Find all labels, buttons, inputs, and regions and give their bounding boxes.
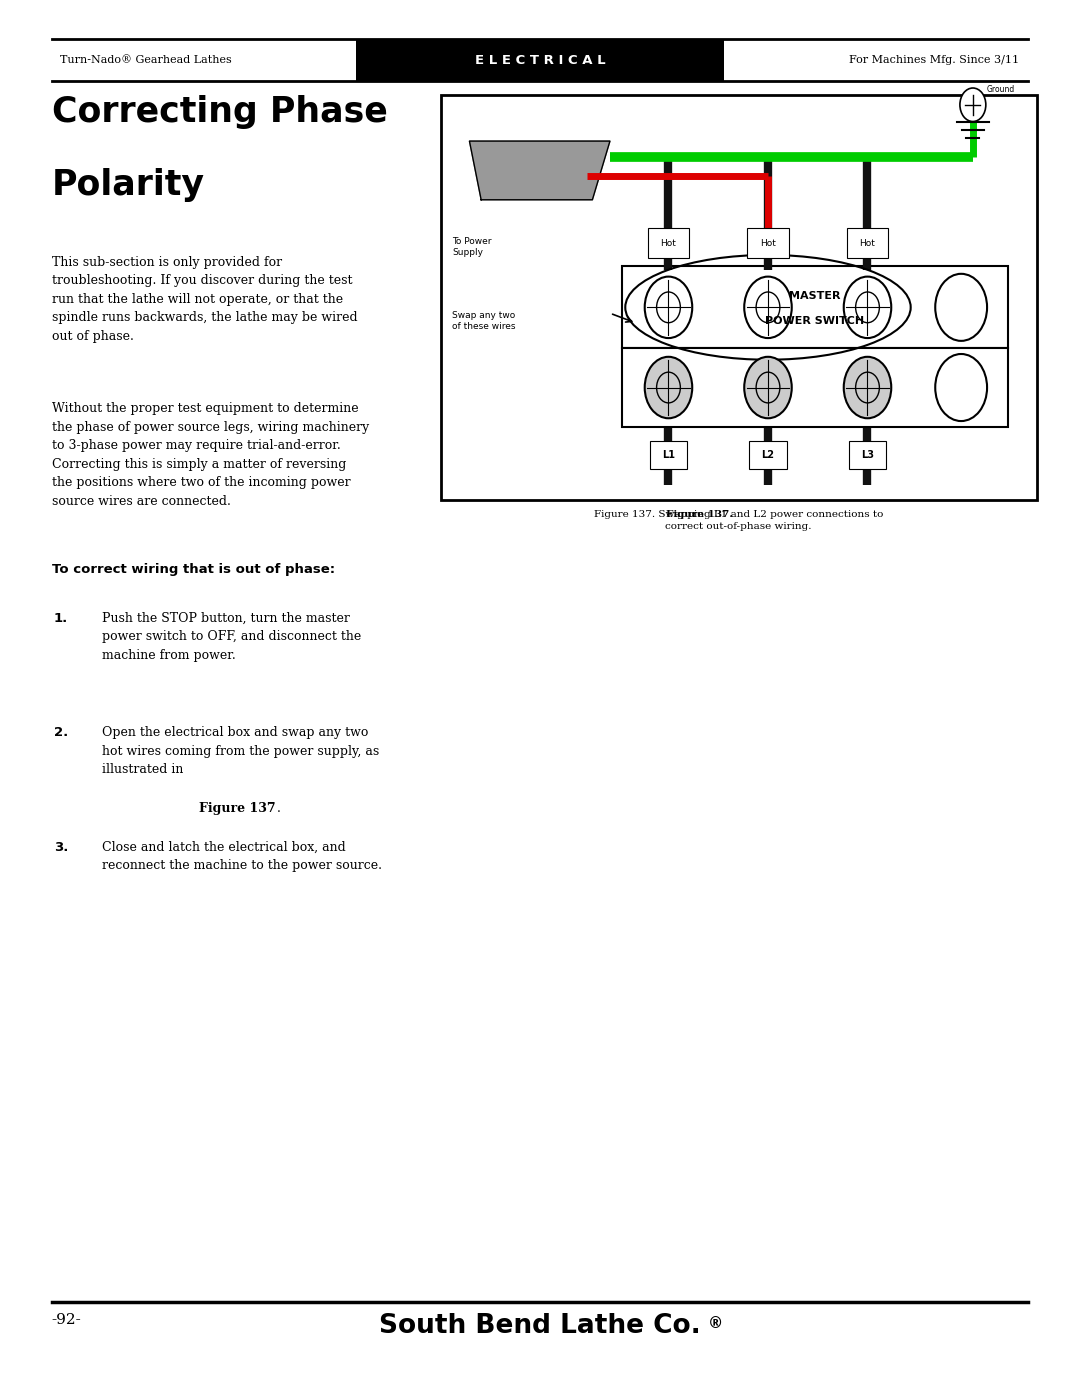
Text: 3.: 3. <box>54 841 68 854</box>
FancyBboxPatch shape <box>649 440 687 468</box>
FancyBboxPatch shape <box>622 267 1008 348</box>
Text: Hot: Hot <box>760 239 775 247</box>
Text: MASTER: MASTER <box>789 291 840 302</box>
Circle shape <box>960 88 986 122</box>
Text: Polarity: Polarity <box>52 168 205 201</box>
Text: ®: ® <box>707 1316 723 1331</box>
Text: L1: L1 <box>662 450 675 460</box>
Text: Figure 137. Swapping L1 and L2 power connections to
correct out-of-phase wiring.: Figure 137. Swapping L1 and L2 power con… <box>594 510 883 531</box>
Text: Hot: Hot <box>860 239 876 247</box>
Circle shape <box>935 353 987 420</box>
Text: .: . <box>276 802 281 816</box>
Text: -92-: -92- <box>52 1313 82 1327</box>
Text: To correct wiring that is out of phase:: To correct wiring that is out of phase: <box>52 563 335 576</box>
Text: Correcting Phase: Correcting Phase <box>52 95 388 129</box>
Text: Push the STOP button, turn the master
power switch to OFF, and disconnect the
ma: Push the STOP button, turn the master po… <box>102 612 361 662</box>
Text: 2.: 2. <box>54 726 68 739</box>
FancyBboxPatch shape <box>750 440 787 468</box>
Text: For Machines Mfg. Since 3/11: For Machines Mfg. Since 3/11 <box>849 54 1020 66</box>
Text: E L E C T R I C A L: E L E C T R I C A L <box>475 53 605 67</box>
Text: This sub-section is only provided for
troubleshooting. If you discover during th: This sub-section is only provided for tr… <box>52 256 357 342</box>
Text: South Bend Lathe Co.: South Bend Lathe Co. <box>379 1313 701 1340</box>
FancyBboxPatch shape <box>747 228 788 258</box>
Circle shape <box>657 372 680 402</box>
FancyBboxPatch shape <box>356 39 724 81</box>
Circle shape <box>855 372 879 402</box>
Circle shape <box>843 356 891 418</box>
Text: Close and latch the electrical box, and
reconnect the machine to the power sourc: Close and latch the electrical box, and … <box>102 841 381 873</box>
Circle shape <box>843 277 891 338</box>
Text: To Power
Supply: To Power Supply <box>451 236 491 257</box>
Text: L2: L2 <box>761 450 774 460</box>
Circle shape <box>645 356 692 418</box>
Circle shape <box>744 356 792 418</box>
Circle shape <box>855 292 879 323</box>
Text: Without the proper test equipment to determine
the phase of power source legs, w: Without the proper test equipment to det… <box>52 402 369 509</box>
Circle shape <box>935 274 987 341</box>
FancyBboxPatch shape <box>849 440 887 468</box>
FancyBboxPatch shape <box>648 228 689 258</box>
Text: 1.: 1. <box>54 612 68 624</box>
FancyBboxPatch shape <box>847 228 888 258</box>
Text: Hot: Hot <box>661 239 676 247</box>
Circle shape <box>657 292 680 323</box>
Circle shape <box>645 277 692 338</box>
Text: Figure 137.: Figure 137. <box>666 510 733 518</box>
Text: Figure 137: Figure 137 <box>199 802 275 816</box>
Text: POWER SWITCH: POWER SWITCH <box>766 316 864 327</box>
FancyBboxPatch shape <box>622 348 1008 426</box>
Circle shape <box>756 372 780 402</box>
Circle shape <box>756 292 780 323</box>
Text: L3: L3 <box>861 450 874 460</box>
Text: Turn-Nado® Gearhead Lathes: Turn-Nado® Gearhead Lathes <box>60 54 232 66</box>
Text: Open the electrical box and swap any two
hot wires coming from the power supply,: Open the electrical box and swap any two… <box>102 726 379 777</box>
Text: Ground: Ground <box>987 85 1015 94</box>
Polygon shape <box>470 141 610 200</box>
Text: Swap any two
of these wires: Swap any two of these wires <box>451 312 515 331</box>
FancyBboxPatch shape <box>441 95 1037 500</box>
Circle shape <box>744 277 792 338</box>
